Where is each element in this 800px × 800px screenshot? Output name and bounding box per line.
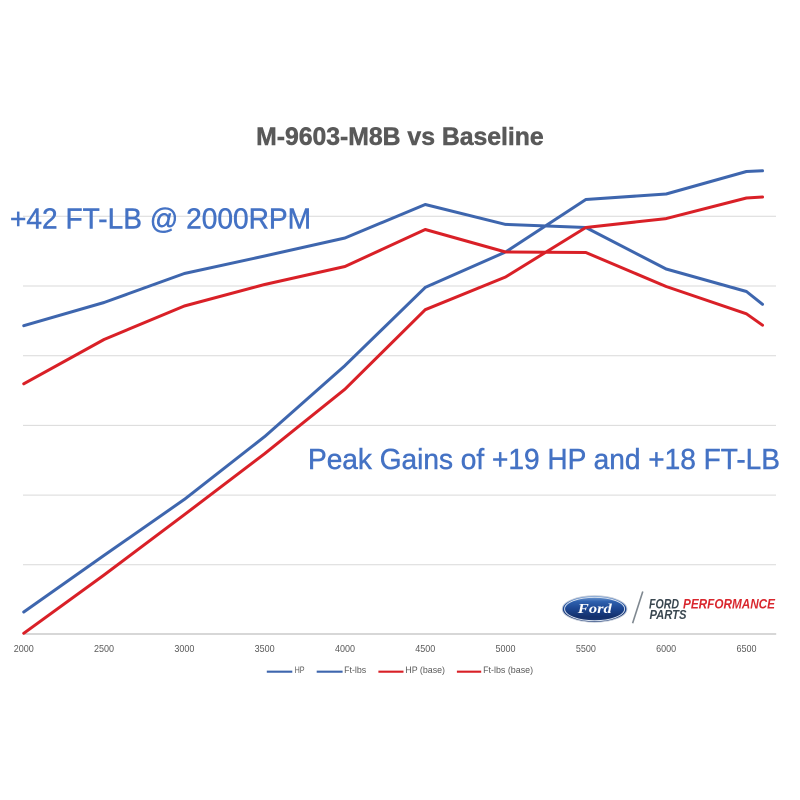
svg-text:6500: 6500 <box>736 643 756 655</box>
svg-text:PARTS: PARTS <box>650 607 687 622</box>
svg-text:Ft-lbs: Ft-lbs <box>344 665 367 675</box>
svg-text:+42 FT-LB @ 2000RPM: +42 FT-LB @ 2000RPM <box>10 203 311 235</box>
svg-text:M-9603-M8B vs Baseline: M-9603-M8B vs Baseline <box>256 123 544 151</box>
svg-text:Peak Gains of +19 HP and +18 F: Peak Gains of +19 HP and +18 FT-LB <box>308 444 780 476</box>
svg-text:2500: 2500 <box>94 643 114 655</box>
svg-text:2000: 2000 <box>14 643 34 655</box>
svg-text:3500: 3500 <box>255 643 275 655</box>
svg-text:5500: 5500 <box>576 643 596 655</box>
svg-text:5000: 5000 <box>496 643 516 655</box>
svg-text:HP (base): HP (base) <box>405 665 445 675</box>
svg-text:4000: 4000 <box>335 643 355 655</box>
svg-text:Ft-lbs (base): Ft-lbs (base) <box>483 665 533 675</box>
svg-text:3000: 3000 <box>174 643 194 655</box>
svg-text:PERFORMANCE: PERFORMANCE <box>683 595 776 611</box>
svg-text:FORD: FORD <box>649 595 679 611</box>
svg-text:6000: 6000 <box>656 643 676 655</box>
svg-text:HP: HP <box>295 665 305 675</box>
svg-text:4500: 4500 <box>415 643 435 655</box>
svg-text:Ford: Ford <box>577 602 613 617</box>
